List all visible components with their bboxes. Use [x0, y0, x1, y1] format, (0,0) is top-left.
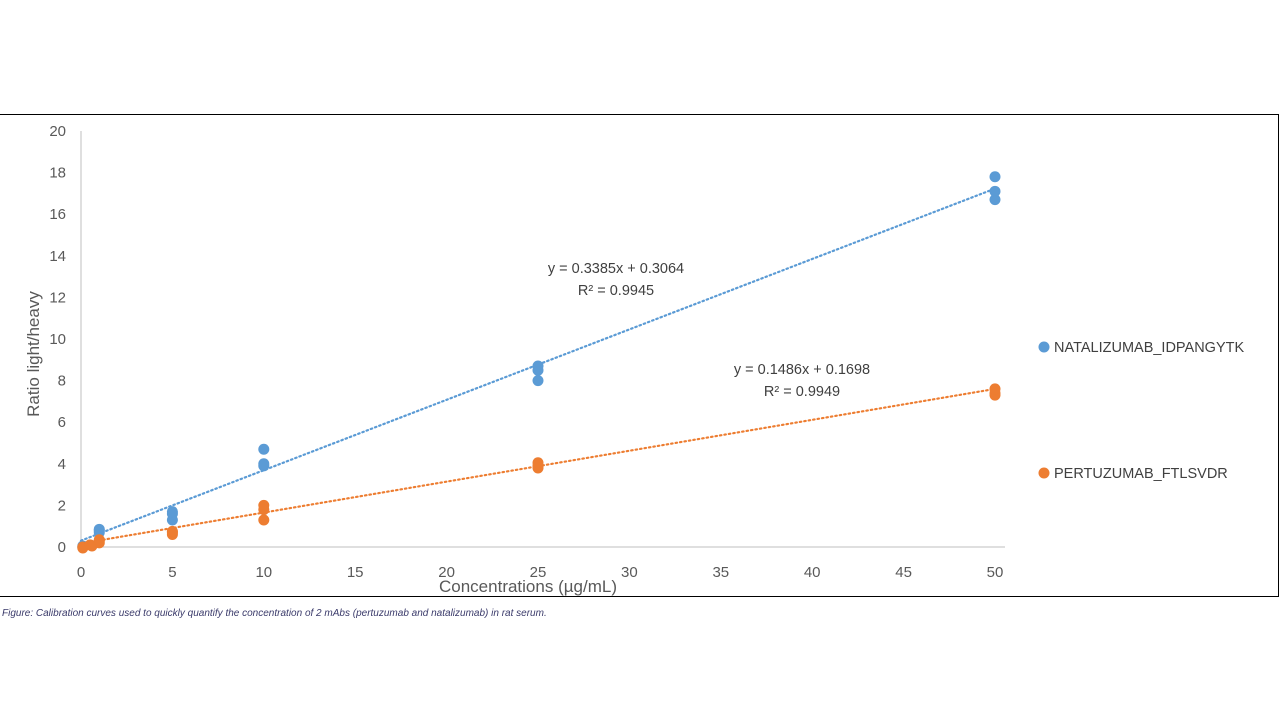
- data-point-natalizumab_idpangytk: [989, 185, 1001, 197]
- y-tick-label: 0: [58, 539, 66, 556]
- legend-label: PERTUZUMAB_FTLSVDR: [1054, 466, 1228, 482]
- x-tick-label: 0: [77, 564, 85, 581]
- y-tick-label: 18: [49, 165, 66, 182]
- data-point-pertuzumab_ftlsvdr: [258, 499, 270, 511]
- data-point-pertuzumab_ftlsvdr: [166, 525, 178, 537]
- legend-marker: [1038, 467, 1050, 479]
- data-point-natalizumab_idpangytk: [93, 523, 105, 535]
- data-point-pertuzumab_ftlsvdr: [258, 514, 270, 526]
- y-tick-label: 2: [58, 497, 66, 514]
- data-point-pertuzumab_ftlsvdr: [989, 383, 1001, 395]
- y-tick-label: 4: [58, 456, 66, 473]
- data-point-natalizumab_idpangytk: [166, 506, 178, 518]
- x-tick-label: 5: [168, 564, 176, 581]
- data-point-natalizumab_idpangytk: [258, 443, 270, 455]
- trendline-equation: y = 0.1486x + 0.1698: [734, 362, 870, 378]
- legend-marker: [1038, 341, 1050, 353]
- x-tick-label: 30: [621, 564, 638, 581]
- trendline-r2: R² = 0.9949: [764, 384, 840, 400]
- x-tick-label: 15: [347, 564, 364, 581]
- data-point-natalizumab_idpangytk: [532, 360, 544, 372]
- y-tick-label: 6: [58, 414, 66, 431]
- y-axis-title: Ratio light/heavy: [24, 291, 43, 417]
- data-point-natalizumab_idpangytk: [258, 458, 270, 470]
- data-point-pertuzumab_ftlsvdr: [532, 457, 544, 469]
- x-tick-label: 45: [895, 564, 912, 581]
- data-point-natalizumab_idpangytk: [532, 375, 544, 387]
- y-tick-label: 16: [49, 206, 66, 223]
- x-tick-label: 10: [255, 564, 272, 581]
- trendline-equation: y = 0.3385x + 0.3064: [548, 261, 684, 277]
- x-tick-label: 25: [530, 564, 547, 581]
- figure-caption: Figure: Calibration curves used to quick…: [2, 608, 547, 619]
- y-tick-label: 8: [58, 373, 66, 390]
- y-tick-label: 20: [49, 123, 66, 140]
- y-tick-label: 14: [49, 248, 66, 265]
- x-axis-title: Concentrations (µg/mL): [439, 577, 617, 596]
- chart-frame: 0 5 10 15 20 25 30 35 40 45 50 0 2 4 6 8 10 12 14 16 18 20 Con…: [0, 114, 1279, 597]
- x-tick-label: 35: [712, 564, 729, 581]
- x-tick-label: 50: [987, 564, 1004, 581]
- data-point-natalizumab_idpangytk: [989, 171, 1001, 183]
- y-tick-label: 12: [49, 289, 66, 306]
- calibration-chart: 0 5 10 15 20 25 30 35 40 45 5002468101214161820Con…: [24, 123, 1244, 596]
- legend-label: NATALIZUMAB_IDPANGYTK: [1054, 340, 1244, 356]
- y-tick-label: 10: [49, 331, 66, 348]
- x-tick-label: 20: [438, 564, 455, 581]
- trendline-r2: R² = 0.9945: [578, 283, 654, 299]
- data-point-natalizumab_idpangytk: [989, 194, 1001, 206]
- x-tick-label: 40: [804, 564, 821, 581]
- data-point-pertuzumab_ftlsvdr: [93, 534, 105, 546]
